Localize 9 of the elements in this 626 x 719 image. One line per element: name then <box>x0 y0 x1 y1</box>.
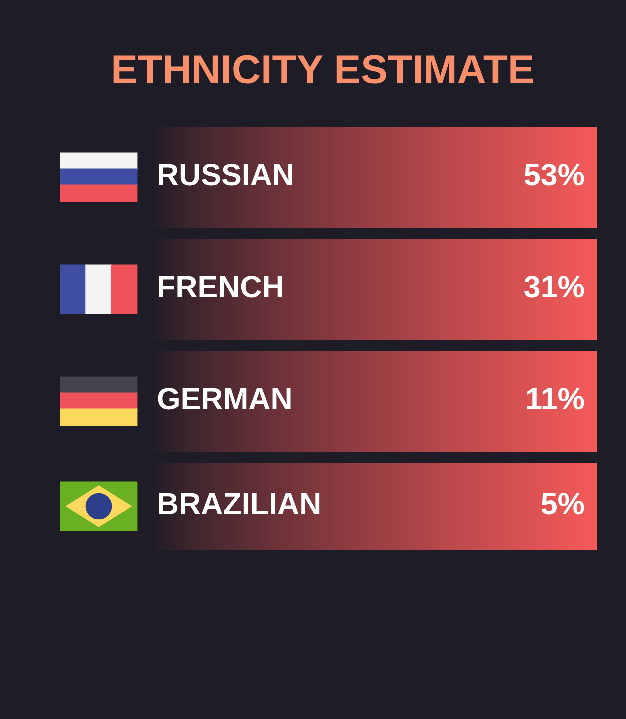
data-label: 5% <box>542 493 584 515</box>
category-label: RUSSIAN <box>159 164 292 186</box>
category-label: FRENCH <box>159 276 282 298</box>
category-label: GERMAN <box>158 388 291 410</box>
data-label: 53% <box>524 164 584 186</box>
text: ETHNICITY ESTIMATE <box>114 55 534 84</box>
data-label: 31% <box>524 276 584 298</box>
data-label: 11% <box>527 388 584 410</box>
category-label: BRAZILIAN <box>159 493 320 514</box>
